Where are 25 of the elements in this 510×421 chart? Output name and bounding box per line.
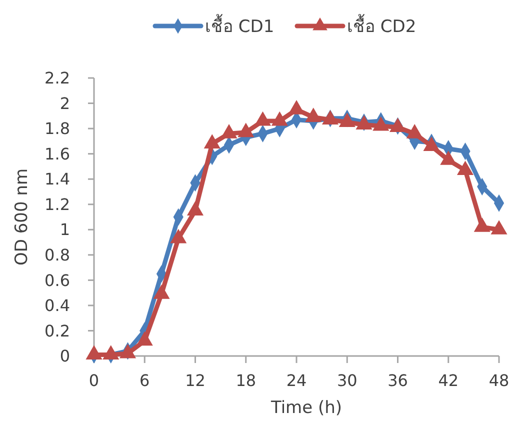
y-tick-label: 1.6: [44, 144, 70, 164]
x-axis-title: Time (h): [270, 398, 342, 418]
y-tick-label: 0.2: [44, 321, 70, 340]
legend-label: เชื้อ CD2: [347, 14, 416, 37]
y-tick-label: 0.6: [44, 270, 70, 290]
y-tick-label: 1.4: [44, 170, 70, 189]
x-tick-label: 18: [236, 371, 256, 390]
y-tick-label: 1.2: [44, 194, 70, 214]
y-tick-label: 1: [60, 220, 70, 240]
y-axis-title: OD 600 nm: [12, 168, 32, 266]
y-tick-label: 2: [60, 94, 70, 113]
x-tick-label: 0: [88, 371, 100, 390]
x-tick-label: 42: [438, 371, 459, 390]
legend-label: เชื้อ CD1: [205, 14, 274, 37]
x-tick-label: 6: [140, 371, 150, 390]
x-tick-label: 36: [388, 371, 408, 390]
x-tick-label: 30: [336, 371, 358, 390]
x-tick-label: 12: [185, 371, 206, 390]
x-tick-label: 48: [488, 371, 510, 390]
x-tick-label: 24: [286, 371, 307, 390]
y-tick-label: 0.4: [44, 296, 70, 316]
y-tick-label: 2.2: [44, 68, 70, 88]
y-tick-label: 0: [60, 346, 70, 366]
y-tick-label: 0.8: [44, 246, 70, 265]
y-tick-label: 1.8: [44, 119, 70, 138]
